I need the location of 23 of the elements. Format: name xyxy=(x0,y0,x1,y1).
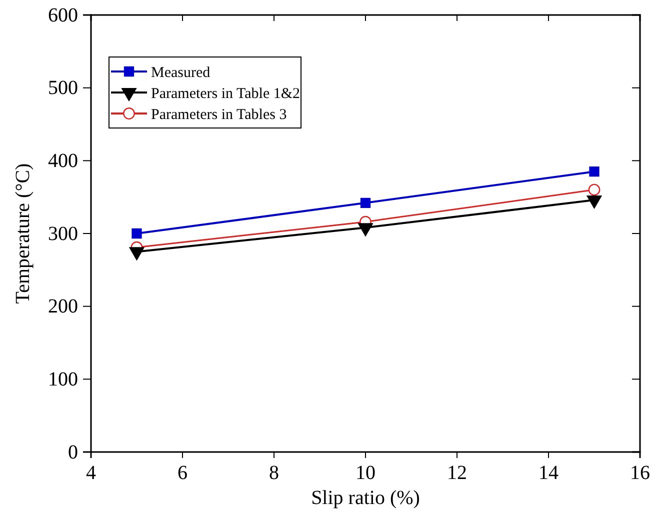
legend-label: Parameters in Table 1&2 xyxy=(151,86,300,102)
x-axis-title: Slip ratio (%) xyxy=(311,487,420,509)
legend-label: Measured xyxy=(151,64,211,81)
y-tick-label: 200 xyxy=(48,296,78,318)
point xyxy=(588,184,600,196)
y-tick-label: 0 xyxy=(68,441,78,464)
y-tick-label: 300 xyxy=(48,222,78,245)
point xyxy=(360,198,371,208)
y-tick-label: 100 xyxy=(48,368,78,391)
y-axis-title: Temperature (°C) xyxy=(12,163,34,304)
x-tick-label: 10 xyxy=(356,462,376,484)
x-tick-label: 4 xyxy=(86,462,96,484)
x-tick-label: 12 xyxy=(447,462,467,484)
x-tick-label: 8 xyxy=(269,462,279,484)
x-tick-label: 6 xyxy=(178,462,188,484)
legend-label: Parameters in Tables 3 xyxy=(151,106,287,123)
y-tick-label: 400 xyxy=(48,150,78,172)
point xyxy=(132,228,142,239)
y-tick-label: 500 xyxy=(48,77,78,100)
x-tick-label: 16 xyxy=(630,462,650,484)
y-tick-label: 600 xyxy=(48,4,78,26)
point xyxy=(589,166,600,177)
x-tick-label: 14 xyxy=(538,462,558,484)
